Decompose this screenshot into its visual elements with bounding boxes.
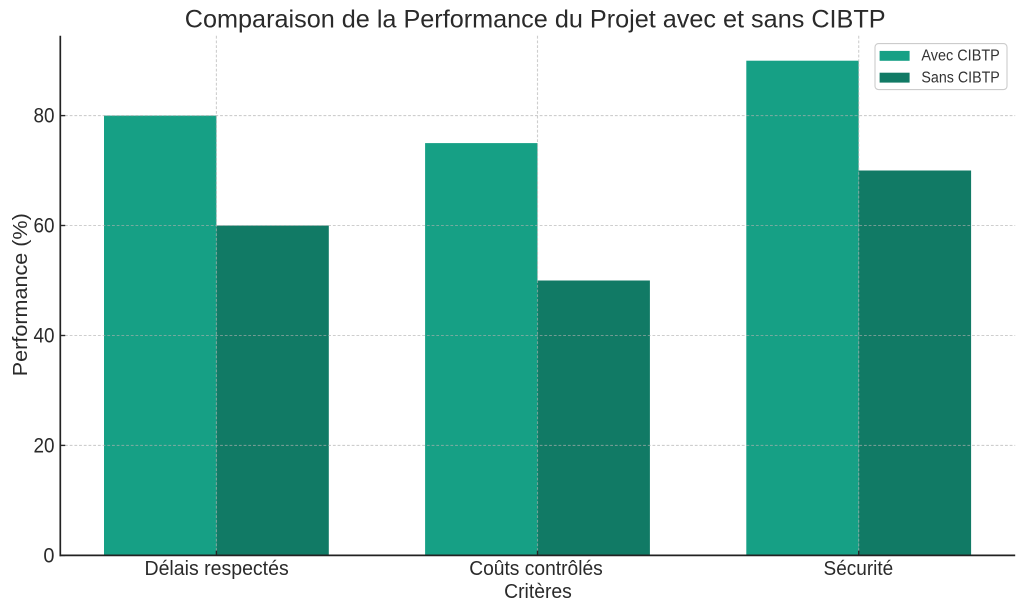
svg-text:60: 60: [34, 215, 55, 238]
svg-text:Critères: Critères: [504, 580, 572, 603]
svg-text:Coûts contrôlés: Coûts contrôlés: [469, 557, 603, 580]
svg-text:Avec CIBTP: Avec CIBTP: [921, 47, 999, 64]
svg-text:20: 20: [34, 435, 55, 458]
svg-text:Sans CIBTP: Sans CIBTP: [921, 70, 999, 87]
svg-text:Comparaison de la Performance: Comparaison de la Performance du Projet …: [185, 5, 886, 33]
svg-text:40: 40: [34, 325, 55, 348]
svg-text:0: 0: [43, 545, 54, 568]
svg-text:Sécurité: Sécurité: [824, 557, 894, 580]
svg-text:Performance (%): Performance (%): [9, 213, 32, 376]
svg-text:Délais respectés: Délais respectés: [145, 557, 289, 580]
svg-text:80: 80: [34, 105, 55, 128]
